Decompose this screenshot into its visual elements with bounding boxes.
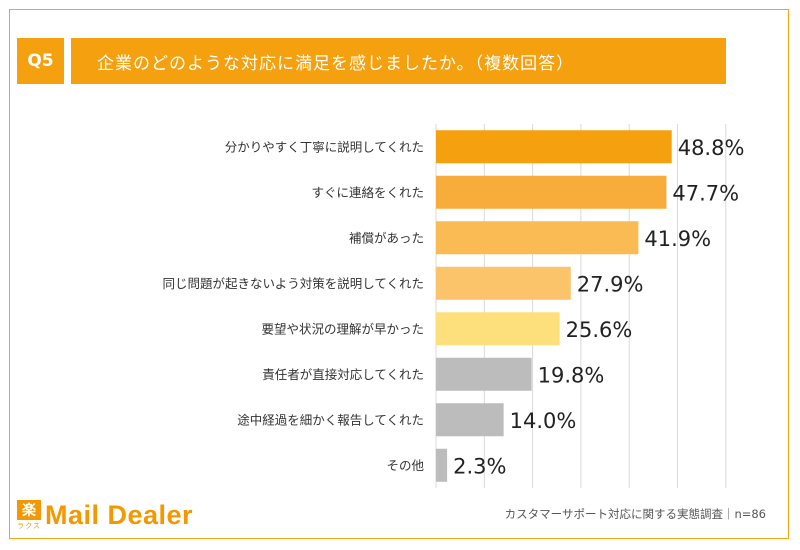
category-label: 要望や状況の理解が早かった	[261, 321, 424, 336]
category-label: 同じ問題が起きないよう対策を説明してくれた	[162, 276, 424, 291]
bar	[436, 175, 667, 209]
value-label: 41.9%	[644, 227, 711, 251]
question-title: 企業のどのような対応に満足を感じましたか。（複数回答）	[71, 38, 726, 84]
value-label: 2.3%	[453, 454, 506, 478]
bar	[436, 266, 571, 300]
logo-mark: 楽 ラクス	[17, 500, 41, 530]
category-label: すぐに連絡をくれた	[311, 185, 424, 200]
bar	[436, 357, 532, 391]
value-label: 14.0%	[510, 409, 577, 433]
category-label: 分かりやすく丁寧に説明してくれた	[225, 139, 424, 154]
bar	[436, 130, 672, 164]
logo-text: Mail Dealer	[45, 499, 194, 530]
bar	[436, 312, 560, 346]
category-label: 途中経過を細かく報告してくれた	[237, 412, 424, 427]
question-badge: Q5	[17, 38, 64, 84]
source-note: カスタマーサポート対応に関する実態調査｜n=86	[504, 507, 766, 521]
value-label: 47.7%	[672, 181, 739, 205]
bar	[436, 403, 504, 437]
logo: 楽 ラクス Mail Dealer	[17, 499, 193, 531]
category-label: その他	[386, 458, 424, 473]
bar	[436, 221, 639, 255]
value-label: 27.9%	[577, 272, 644, 296]
value-label: 25.6%	[566, 318, 633, 342]
logo-kana: ラクス	[17, 522, 41, 530]
category-label: 責任者が直接対応してくれた	[262, 367, 424, 382]
chart-frame	[9, 9, 789, 539]
bar	[436, 448, 448, 482]
value-label: 48.8%	[678, 136, 745, 160]
category-label: 補償があった	[349, 230, 424, 245]
logo-kanji: 楽	[17, 500, 41, 520]
value-label: 19.8%	[538, 363, 605, 387]
